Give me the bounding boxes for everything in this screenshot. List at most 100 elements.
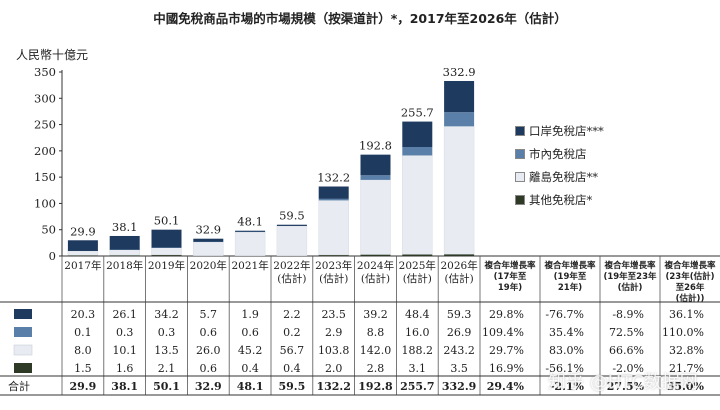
- bar-segment-island: [360, 179, 391, 255]
- table-cell-value: 0.6: [200, 326, 218, 339]
- table-cagr-value: -56.1%: [545, 362, 584, 375]
- legend-swatch-downtown: [515, 149, 525, 159]
- x-tick-label: 2023年: [315, 259, 352, 272]
- table-cell-value: 20.3: [71, 308, 96, 321]
- table-cagr-value: 32.8%: [669, 344, 704, 357]
- chart-title: 中國免稅商品市場的市場規模（按渠道計）*，2017年至2026年（估計）: [153, 11, 567, 26]
- x-tick-label: 2022年: [273, 259, 310, 272]
- table-cagr-value: 109.4%: [482, 326, 524, 339]
- cagr-header-label: (19年至23年: [603, 271, 657, 282]
- cagr-header-label: 複合年增長率: [603, 260, 656, 271]
- table-cell-value: 3.1: [409, 362, 427, 375]
- table-cell-value: 26.9: [447, 326, 472, 339]
- table-cell-value: 132.2: [316, 380, 350, 393]
- table-cell-value: 0.6: [200, 362, 218, 375]
- bar-total-label: 192.8: [359, 139, 392, 153]
- bar-segment-port: [276, 224, 307, 226]
- bar-segment-port: [360, 154, 391, 176]
- table-cell-value: 0.3: [158, 326, 176, 339]
- table-cell-value: 26.1: [112, 308, 137, 321]
- bar-total-label: 132.2: [317, 171, 350, 185]
- table-cagr-value: 35.4%: [549, 326, 584, 339]
- table-cagr-value: 21.7%: [669, 362, 704, 375]
- bar-segment-port: [151, 229, 182, 248]
- table-cagr-value: 27.5%: [607, 380, 645, 393]
- bar-segment-port: [109, 235, 140, 250]
- table-cell-value: 59.3: [447, 308, 472, 321]
- table-cell-value: 0.3: [116, 326, 134, 339]
- table-cagr-value: 110.0%: [662, 326, 704, 339]
- y-tick-label: 300: [34, 91, 56, 105]
- table-cell-value: 13.5: [154, 344, 179, 357]
- cagr-header-label: (17年至: [494, 271, 527, 282]
- table-cell-value: 8.0: [74, 344, 92, 357]
- table-cell-value: 2.8: [367, 362, 385, 375]
- table-cell-value: 32.9: [195, 380, 222, 393]
- table-cell-value: 0.2: [283, 326, 301, 339]
- x-tick-label: 2020年: [190, 259, 227, 272]
- table-cell-value: 34.2: [154, 308, 179, 321]
- bar-segment-island: [402, 155, 433, 255]
- bar-total-label: 32.9: [195, 223, 221, 237]
- table-cagr-value: 29.8%: [489, 308, 524, 321]
- bar-segment-other: [67, 255, 98, 256]
- x-tick-label: 2026年: [440, 259, 477, 272]
- table-row-swatch-island: [13, 344, 33, 356]
- table-cell-value: 0.6: [241, 326, 259, 339]
- y-tick-label: 50: [41, 223, 56, 237]
- bar-total-label: 255.7: [401, 106, 434, 120]
- bar-segment-downtown: [360, 175, 391, 180]
- y-axis-unit-label: 人民幣十億元: [16, 48, 89, 62]
- bar-segment-downtown: [318, 198, 349, 201]
- legend-label: 離島免稅店**: [529, 170, 598, 184]
- table-cell-value: 39.2: [363, 308, 388, 321]
- table-cagr-value: 29.7%: [489, 344, 524, 357]
- x-tick-sublabel: (估計): [361, 272, 390, 285]
- table-cell-value: 2.9: [325, 326, 343, 339]
- table-cell-value: 243.2: [443, 344, 475, 357]
- table-cagr-value: 72.5%: [609, 326, 644, 339]
- table-cell-value: 5.7: [200, 308, 218, 321]
- table-cell-value: 192.8: [358, 380, 393, 393]
- table-cell-value: 2.1: [158, 362, 176, 375]
- table-cell-value: 48.1: [237, 380, 264, 393]
- chart-legend: 口岸免稅店*** 市內免稅店 離島免稅店** 其他免稅店*: [515, 122, 604, 214]
- legend-item-port: 口岸免稅店***: [515, 122, 604, 140]
- y-tick-label: 0: [49, 249, 56, 263]
- bar-segment-port: [193, 238, 224, 242]
- bar-segment-downtown: [444, 112, 475, 127]
- table-cell-value: 0.4: [241, 362, 259, 375]
- y-tick-label: 150: [34, 170, 56, 184]
- legend-swatch-island: [515, 172, 525, 182]
- x-tick-label: 2018年: [106, 259, 143, 272]
- bar-segment-island: [67, 250, 99, 256]
- table-cell-value: 2.2: [283, 308, 301, 321]
- x-tick-sublabel: (估計): [444, 272, 473, 285]
- table-cell-value: 255.7: [400, 380, 434, 393]
- bar-segment-other: [444, 254, 475, 256]
- bar-segment-island: [193, 241, 224, 256]
- table-cell-value: 59.5: [279, 380, 306, 393]
- cagr-header-label: 複合年增長率: [483, 260, 536, 271]
- legend-label: 口岸免稅店***: [529, 124, 604, 138]
- bar-segment-other: [318, 254, 349, 256]
- table-row-swatch-downtown: [14, 327, 32, 337]
- bar-segment-island: [276, 225, 308, 256]
- cagr-header-label: 21年): [558, 282, 582, 293]
- table-cell-value: 142.0: [360, 344, 392, 357]
- table-cell-value: 8.8: [367, 326, 385, 339]
- table-row-swatch-port: [14, 309, 32, 319]
- table-cagr-value: 83.0%: [549, 344, 584, 357]
- cagr-header-label: (23年(估計): [666, 271, 715, 282]
- table-cell-value: 50.1: [153, 380, 180, 393]
- table-cagr-value: 36.1%: [669, 308, 704, 321]
- table-row-swatch-other: [14, 363, 32, 373]
- table-cell-value: 103.8: [318, 344, 350, 357]
- bar-segment-downtown: [193, 241, 224, 243]
- bar-segment-other: [402, 254, 433, 256]
- legend-item-other: 其他免稅店*: [515, 191, 604, 209]
- bar-segment-port: [67, 240, 98, 251]
- x-tick-label: 2025年: [399, 259, 436, 272]
- bar-segment-other: [109, 255, 140, 256]
- bar-segment-port: [235, 230, 266, 232]
